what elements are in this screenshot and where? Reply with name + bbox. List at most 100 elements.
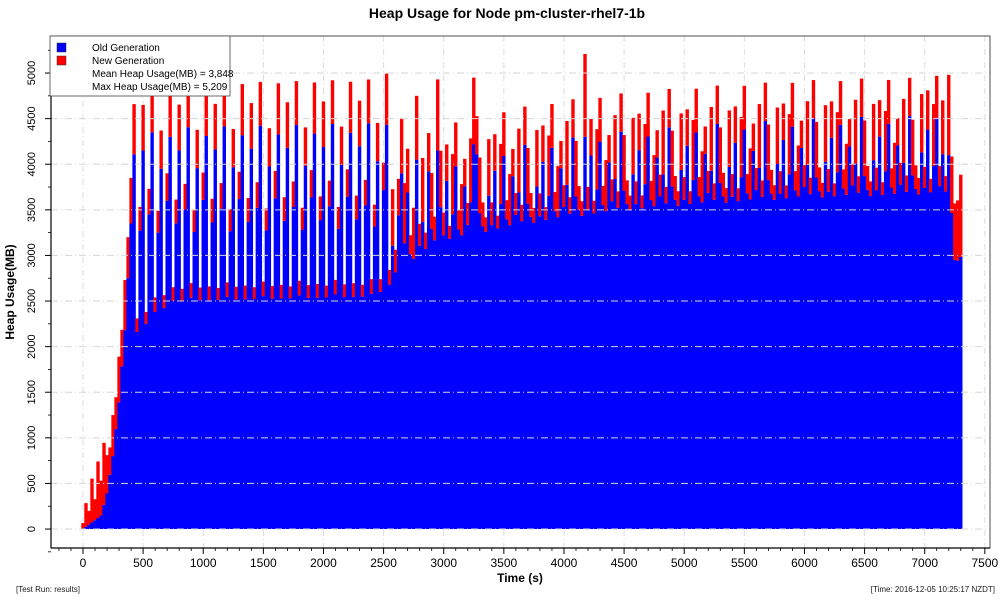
y-tick-label: 3500 (26, 198, 38, 222)
old-generation-bar (661, 174, 665, 530)
old-generation-bar (811, 118, 816, 530)
old-generation-bar (781, 139, 786, 530)
new-generation-bar (685, 109, 689, 146)
new-generation-bar (183, 183, 187, 210)
old-generation-bar (523, 144, 527, 530)
old-generation-bar (333, 294, 338, 530)
new-generation-bar (210, 198, 214, 223)
new-generation-bar (523, 106, 527, 145)
old-generation-bar (817, 191, 822, 530)
old-generation-bar (87, 524, 91, 530)
old-generation-bar (417, 245, 422, 530)
old-generation-bar (766, 180, 771, 530)
old-generation-bar (919, 152, 924, 530)
new-generation-bar (478, 157, 482, 214)
old-generation-bar (592, 213, 596, 530)
old-generation-bar (583, 136, 587, 530)
old-generation-bar (354, 219, 359, 530)
new-generation-bar (300, 207, 305, 230)
old-generation-bar (252, 299, 257, 530)
old-generation-bar (282, 220, 287, 530)
old-generation-bar (886, 123, 891, 530)
new-generation-bar (910, 119, 915, 176)
new-generation-bar (841, 169, 846, 189)
new-generation-bar (862, 120, 867, 177)
old-generation-bar (240, 135, 245, 530)
new-generation-bar (99, 480, 103, 516)
new-generation-bar (799, 120, 804, 148)
old-generation-bar (739, 177, 744, 530)
new-generation-bar (709, 106, 713, 171)
new-generation-bar (324, 285, 329, 298)
old-generation-bar (372, 226, 377, 530)
new-generation-bar (652, 155, 656, 207)
new-generation-bar (114, 397, 118, 430)
old-generation-bar (297, 295, 302, 530)
new-generation-bar (532, 208, 536, 223)
new-generation-bar (520, 204, 524, 222)
old-generation-bar (405, 192, 410, 530)
new-generation-bar (637, 113, 641, 151)
old-generation-bar (411, 258, 416, 530)
new-generation-bar (442, 212, 446, 236)
old-generation-bar (847, 146, 852, 530)
new-generation-bar (466, 202, 470, 225)
x-tick-label: 500 (133, 556, 153, 570)
old-generation-bar (772, 199, 777, 530)
old-generation-bar (895, 145, 900, 530)
old-generation-bar (941, 154, 945, 530)
new-generation-bar (691, 119, 695, 181)
new-generation-bar (204, 84, 208, 136)
old-generation-bar (841, 188, 846, 530)
new-generation-bar (814, 121, 819, 178)
old-generation-bar (778, 193, 783, 530)
old-generation-bar (384, 124, 389, 530)
old-generation-bar (709, 170, 713, 530)
new-generation-bar (929, 178, 933, 193)
old-generation-bar (454, 166, 458, 530)
old-generation-bar (565, 184, 569, 530)
old-generation-label: Old Generation (92, 43, 160, 54)
new-generation-bar (631, 117, 635, 175)
new-generation-bar (105, 455, 109, 494)
old-generation-bar (243, 299, 248, 530)
old-generation-bar (246, 221, 251, 530)
old-generation-bar (505, 219, 509, 530)
old-generation-bar (814, 177, 819, 530)
new-generation-bar (859, 78, 864, 117)
new-generation-bar (655, 130, 659, 158)
old-generation-bar (700, 202, 704, 530)
old-generation-bar (408, 254, 413, 530)
old-generation-bar (613, 179, 617, 530)
old-generation-bar (261, 296, 266, 530)
new-generation-bar (198, 287, 202, 301)
y-tick-label: 500 (26, 474, 38, 492)
old-generation-bar (478, 213, 482, 530)
old-generation-bar (156, 232, 160, 530)
old-generation-bar (691, 180, 695, 530)
new-generation-bar (180, 288, 184, 301)
new-generation-bar (508, 174, 512, 226)
old-generation-bar (387, 284, 392, 530)
old-generation-bar (321, 147, 326, 530)
old-generation-bar (862, 176, 867, 530)
old-generation-bar (381, 190, 386, 530)
old-generation-bar (556, 217, 560, 530)
new-generation-bar (484, 217, 488, 232)
new-generation-bar (249, 103, 254, 149)
new-generation-bar (892, 142, 897, 194)
old-generation-bar (926, 129, 930, 530)
old-generation-bar (598, 141, 602, 530)
old-generation-bar (258, 125, 263, 530)
new-generation-bar (598, 97, 602, 142)
old-generation-bar (787, 174, 792, 530)
new-generation-bar (375, 122, 380, 162)
old-generation-bar (466, 224, 470, 530)
new-generation-bar (481, 202, 485, 227)
new-generation-bar (132, 104, 136, 155)
old-generation-bar (646, 136, 650, 530)
new-generation-bar (454, 122, 458, 167)
footer-timestamp: [Time: 2016-12-05 10:25:17 NZDT] (871, 585, 995, 594)
new-generation-bar (760, 180, 765, 197)
